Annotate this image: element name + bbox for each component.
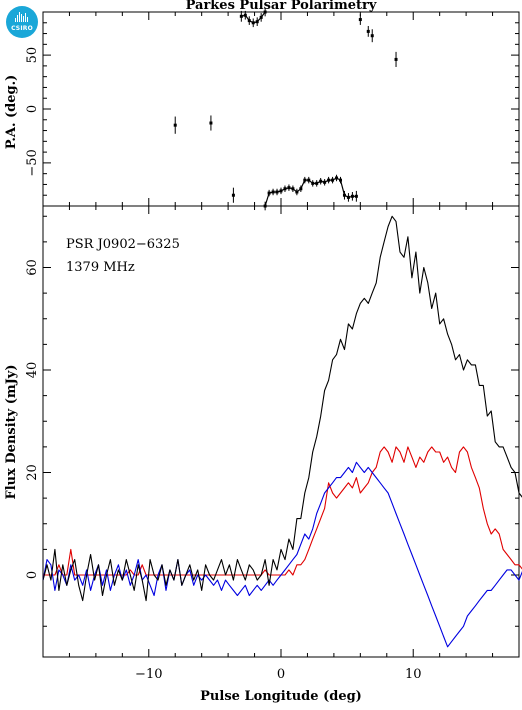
pa-point	[267, 191, 271, 195]
pa-point	[243, 13, 247, 17]
profile-panel: PSR J0902−6325 1379 MHz Pulse Longitude …	[4, 205, 522, 704]
pa-point	[311, 181, 315, 185]
profile-ytick-label: 40	[25, 362, 40, 379]
x-axis-label: Pulse Longitude (deg)	[200, 689, 362, 704]
pa-points	[173, 7, 398, 211]
profile-series-line	[42, 215, 522, 602]
pa-point	[331, 178, 335, 182]
pa-point	[346, 195, 350, 199]
chart-title: Parkes Pulsar Polarimetry	[186, 0, 377, 13]
pa-connect-line	[264, 177, 357, 207]
pa-point	[209, 121, 213, 125]
profile-lines	[42, 215, 522, 648]
position-angle-panel: Parkes Pulsar Polarimetry P.A. (deg.) −5…	[4, 0, 520, 211]
pa-point	[303, 178, 307, 182]
psr-name-annotation: PSR J0902−6325	[66, 237, 180, 252]
pa-point	[315, 181, 319, 185]
pa-panel-frame	[42, 11, 520, 207]
pa-point	[275, 190, 279, 194]
profile-ticks: 0 20 40 60 −10 0 10	[25, 206, 520, 682]
pa-point	[287, 186, 291, 190]
pa-tick-label: 0	[25, 105, 40, 113]
pa-point	[283, 187, 287, 191]
pa-point	[239, 14, 243, 18]
pa-point	[354, 194, 358, 198]
profile-ytick-label: 20	[25, 464, 40, 481]
profile-xtick-label: 10	[405, 667, 422, 682]
pa-point	[323, 180, 327, 184]
profile-ytick-label: 0	[25, 571, 40, 579]
pa-point	[259, 15, 263, 19]
pa-point	[350, 194, 354, 198]
pa-point	[263, 10, 267, 14]
y-axis-label: Flux Density (mJy)	[4, 365, 19, 500]
pa-point	[231, 193, 235, 197]
pa-axis-label: P.A. (deg.)	[4, 75, 19, 150]
frequency-annotation: 1379 MHz	[66, 260, 135, 275]
profile-ytick-label: 60	[25, 259, 40, 276]
pa-point	[271, 190, 275, 194]
profile-series-line	[43, 446, 522, 576]
logo-text: CSIRO	[11, 25, 33, 32]
pa-point	[299, 187, 303, 191]
pa-point	[366, 29, 370, 33]
pa-point	[370, 34, 374, 38]
pa-point	[358, 18, 362, 22]
logo-bars-icon	[15, 12, 29, 22]
pa-point	[247, 19, 251, 23]
pa-ticks: −50 0 50	[25, 11, 520, 207]
profile-xtick-label: −10	[135, 667, 162, 682]
pa-point	[339, 178, 342, 182]
pa-point	[255, 20, 259, 24]
pa-tick-label: 50	[25, 47, 40, 64]
pa-point	[394, 57, 398, 61]
pa-point	[335, 176, 339, 180]
pa-point	[307, 178, 311, 182]
pa-tick-label: −50	[25, 149, 40, 176]
pa-point	[251, 21, 255, 25]
pa-point	[319, 179, 323, 183]
csiro-logo: CSIRO	[6, 6, 38, 38]
pa-point	[279, 189, 283, 193]
pa-point	[295, 190, 299, 194]
pa-point	[173, 123, 177, 127]
pa-point	[327, 178, 331, 182]
pa-point	[291, 187, 295, 191]
profile-xtick-label: 0	[277, 667, 285, 682]
pa-point	[342, 193, 346, 197]
